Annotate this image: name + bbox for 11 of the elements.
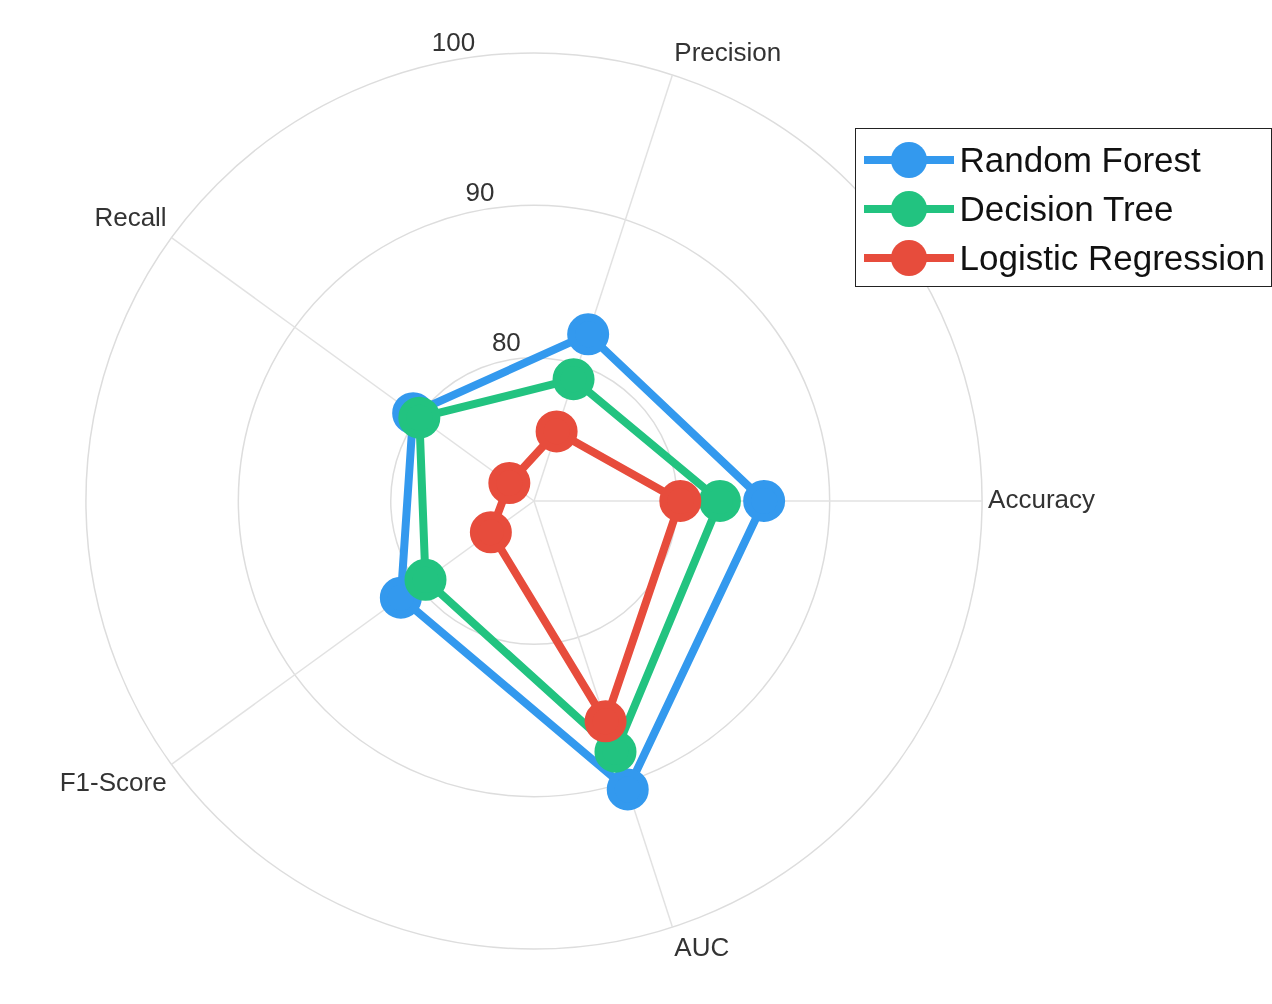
legend-label: Random Forest: [959, 139, 1201, 180]
legend-label: Decision Tree: [959, 188, 1174, 229]
spoke-label: AUC: [674, 931, 730, 962]
y-tick-label: 100: [431, 27, 476, 58]
y-tick-label: 80: [491, 327, 521, 358]
legend-label: Logistic Regression: [959, 237, 1265, 278]
y-tick-label: 90: [465, 177, 495, 208]
spoke-label: Precision: [674, 36, 782, 67]
spoke-label: Recall: [94, 201, 167, 232]
spoke-label: Accuracy: [988, 484, 1095, 515]
spoke-label: F1-Score: [59, 766, 167, 797]
